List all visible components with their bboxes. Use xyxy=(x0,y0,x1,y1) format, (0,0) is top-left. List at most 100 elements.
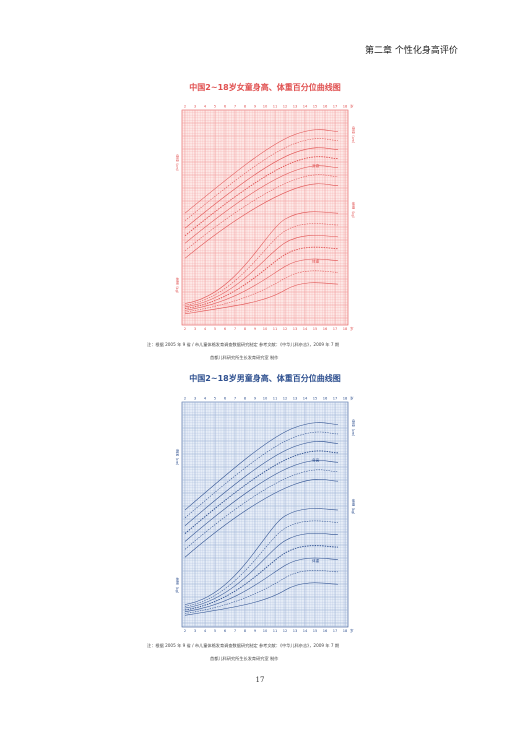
boy-chart-note: 注：根据 2005 年 9 省 / 市儿童体格发育调查数据研究制定 参考文献：《… xyxy=(147,643,379,662)
boy-height-axis-left: 身高（cm） xyxy=(175,448,179,468)
boy-age-tick-top: 18 xyxy=(343,397,348,401)
boy-weight-axis-left: 体重（kg） xyxy=(175,577,179,596)
boy-weight-curve xyxy=(184,582,339,616)
boy-age-tick-bottom: 8 xyxy=(244,629,247,633)
girl-age-tick-top: 2 xyxy=(184,105,186,109)
boy-weight-axis-right: 体重（kg） xyxy=(351,498,355,517)
girl-age-tick-top: 12 xyxy=(283,105,288,109)
girl-height-curve xyxy=(184,183,339,259)
boy-age-tick-top: 12 xyxy=(283,397,288,401)
girl-chart-title: 中国2~18岁女童身高、体重百分位曲线图 xyxy=(189,83,341,92)
girl-height-curve xyxy=(184,138,339,221)
girl-age-unit-bottom: 岁 xyxy=(350,326,354,331)
boy-weight-curve xyxy=(184,570,339,614)
boy-age-tick-top: 6 xyxy=(224,397,227,401)
girl-weight-curve xyxy=(184,270,339,313)
boy-height-curve xyxy=(184,441,339,526)
girl-age-tick-bottom: 6 xyxy=(224,327,227,331)
girl-age-tick-top: 10 xyxy=(263,105,268,109)
girl-height-curve xyxy=(184,129,339,214)
girl-growth-chart: 2 2 3 3 4 4 5 5 6 6 7 7 8 8 9 9 10 10 11 11 12 12 13 13 14 14 15 15… xyxy=(175,104,355,332)
boy-height-axis-right: 身高（cm） xyxy=(351,419,355,439)
boy-age-tick-top: 14 xyxy=(303,397,308,401)
girl-age-tick-bottom: 2 xyxy=(184,327,186,331)
boy-age-unit-top: 岁 xyxy=(350,396,354,401)
boy-age-tick-bottom: 18 xyxy=(343,629,348,633)
girl-weight-curve-label: 体重 xyxy=(312,259,320,264)
girl-age-tick-bottom: 11 xyxy=(273,327,278,331)
girl-age-tick-top: 5 xyxy=(214,105,216,109)
girl-age-tick-bottom: 17 xyxy=(333,327,338,331)
girl-age-tick-top: 14 xyxy=(303,105,308,109)
girl-age-tick-top: 9 xyxy=(254,105,257,109)
boy-chart-title: 中国2~18岁男童身高、体重百分位曲线图 xyxy=(189,374,341,383)
girl-weight-axis-left: 体重（kg） xyxy=(175,276,179,295)
boy-age-tick-bottom: 13 xyxy=(293,629,298,633)
girl-note-line1: 注：根据 2005 年 9 省 / 市儿童体格发育调查数据研究制定 参考文献：《… xyxy=(147,342,340,347)
boy-weight-curve xyxy=(184,532,339,609)
boy-age-tick-top: 2 xyxy=(184,397,186,401)
boy-age-tick-bottom: 12 xyxy=(283,629,288,633)
boy-height-curve xyxy=(184,460,339,542)
girl-age-tick-bottom: 14 xyxy=(303,327,308,331)
girl-note-line2: 首都儿科研究所生长发育研究室 制作 xyxy=(210,355,279,360)
girl-age-tick-top: 3 xyxy=(194,105,196,109)
girl-age-tick-top: 13 xyxy=(293,105,298,109)
boy-weight-curve xyxy=(184,545,339,611)
boy-age-tick-top: 11 xyxy=(273,397,278,401)
boy-weight-curve xyxy=(184,520,339,607)
girl-weight-curve xyxy=(184,235,339,308)
boy-weight-curve-label: 体重 xyxy=(312,558,320,563)
boy-age-tick-bottom: 5 xyxy=(214,629,216,633)
boy-age-tick-top: 8 xyxy=(244,397,247,401)
boy-height-curve xyxy=(184,431,339,519)
girl-weight-curve xyxy=(184,223,339,306)
girl-age-tick-top: 11 xyxy=(273,105,278,109)
girl-height-curve-label: 身高 xyxy=(312,163,320,168)
chapter-header: 第二章 个性化身高评价 xyxy=(365,46,458,56)
boy-height-curve xyxy=(184,469,339,550)
boy-age-tick-bottom: 16 xyxy=(323,629,328,633)
girl-age-tick-bottom: 12 xyxy=(283,327,288,331)
girl-age-tick-bottom: 3 xyxy=(194,327,196,331)
boy-age-tick-top: 7 xyxy=(234,397,236,401)
boy-age-tick-top: 5 xyxy=(214,397,216,401)
boy-age-tick-top: 17 xyxy=(333,397,338,401)
girl-age-tick-bottom: 15 xyxy=(313,327,318,331)
girl-height-axis-left: 身高（cm） xyxy=(175,153,179,173)
boy-age-tick-top: 4 xyxy=(204,397,207,401)
girl-height-curve xyxy=(184,165,339,244)
girl-age-tick-bottom: 18 xyxy=(343,327,348,331)
girl-age-tick-bottom: 8 xyxy=(244,327,247,331)
girl-age-tick-top: 15 xyxy=(313,105,318,109)
boy-age-tick-bottom: 10 xyxy=(263,629,268,633)
girl-age-tick-top: 18 xyxy=(343,105,348,109)
boy-note-line2: 首都儿科研究所生长发育研究室 制作 xyxy=(210,656,279,661)
boy-age-tick-top: 13 xyxy=(293,397,298,401)
boy-note-line1: 注：根据 2005 年 9 省 / 市儿童体格发育调查数据研究制定 参考文献：《… xyxy=(147,643,340,648)
boy-age-tick-bottom: 4 xyxy=(204,629,207,633)
boy-age-tick-bottom: 17 xyxy=(333,629,338,633)
girl-age-tick-bottom: 5 xyxy=(214,327,216,331)
boy-age-tick-top: 16 xyxy=(323,397,328,401)
girl-age-tick-bottom: 16 xyxy=(323,327,328,331)
boy-growth-chart: 2 2 3 3 4 4 5 5 6 6 7 7 8 8 9 9 10 10 11 11 12 12 13 13 14 14 15 15… xyxy=(175,396,355,634)
girl-weight-curve xyxy=(184,246,339,310)
girl-age-tick-top: 8 xyxy=(244,105,247,109)
girl-age-tick-bottom: 4 xyxy=(204,327,207,331)
girl-age-tick-bottom: 13 xyxy=(293,327,298,331)
boy-height-curve xyxy=(184,450,339,534)
boy-age-tick-top: 10 xyxy=(263,397,268,401)
boy-weight-curve xyxy=(184,508,339,605)
boy-height-curve xyxy=(184,422,339,511)
girl-height-curve xyxy=(184,147,339,229)
boy-age-tick-bottom: 9 xyxy=(254,629,257,633)
girl-age-tick-bottom: 10 xyxy=(263,327,268,331)
boy-age-tick-bottom: 11 xyxy=(273,629,278,633)
girl-height-curve xyxy=(184,174,339,252)
girl-weight-axis-right: 体重（kg） xyxy=(351,201,355,220)
girl-age-tick-top: 17 xyxy=(333,105,338,109)
boy-age-tick-bottom: 14 xyxy=(303,629,308,633)
boy-height-curve xyxy=(184,479,339,558)
girl-age-unit-top: 岁 xyxy=(350,104,354,109)
